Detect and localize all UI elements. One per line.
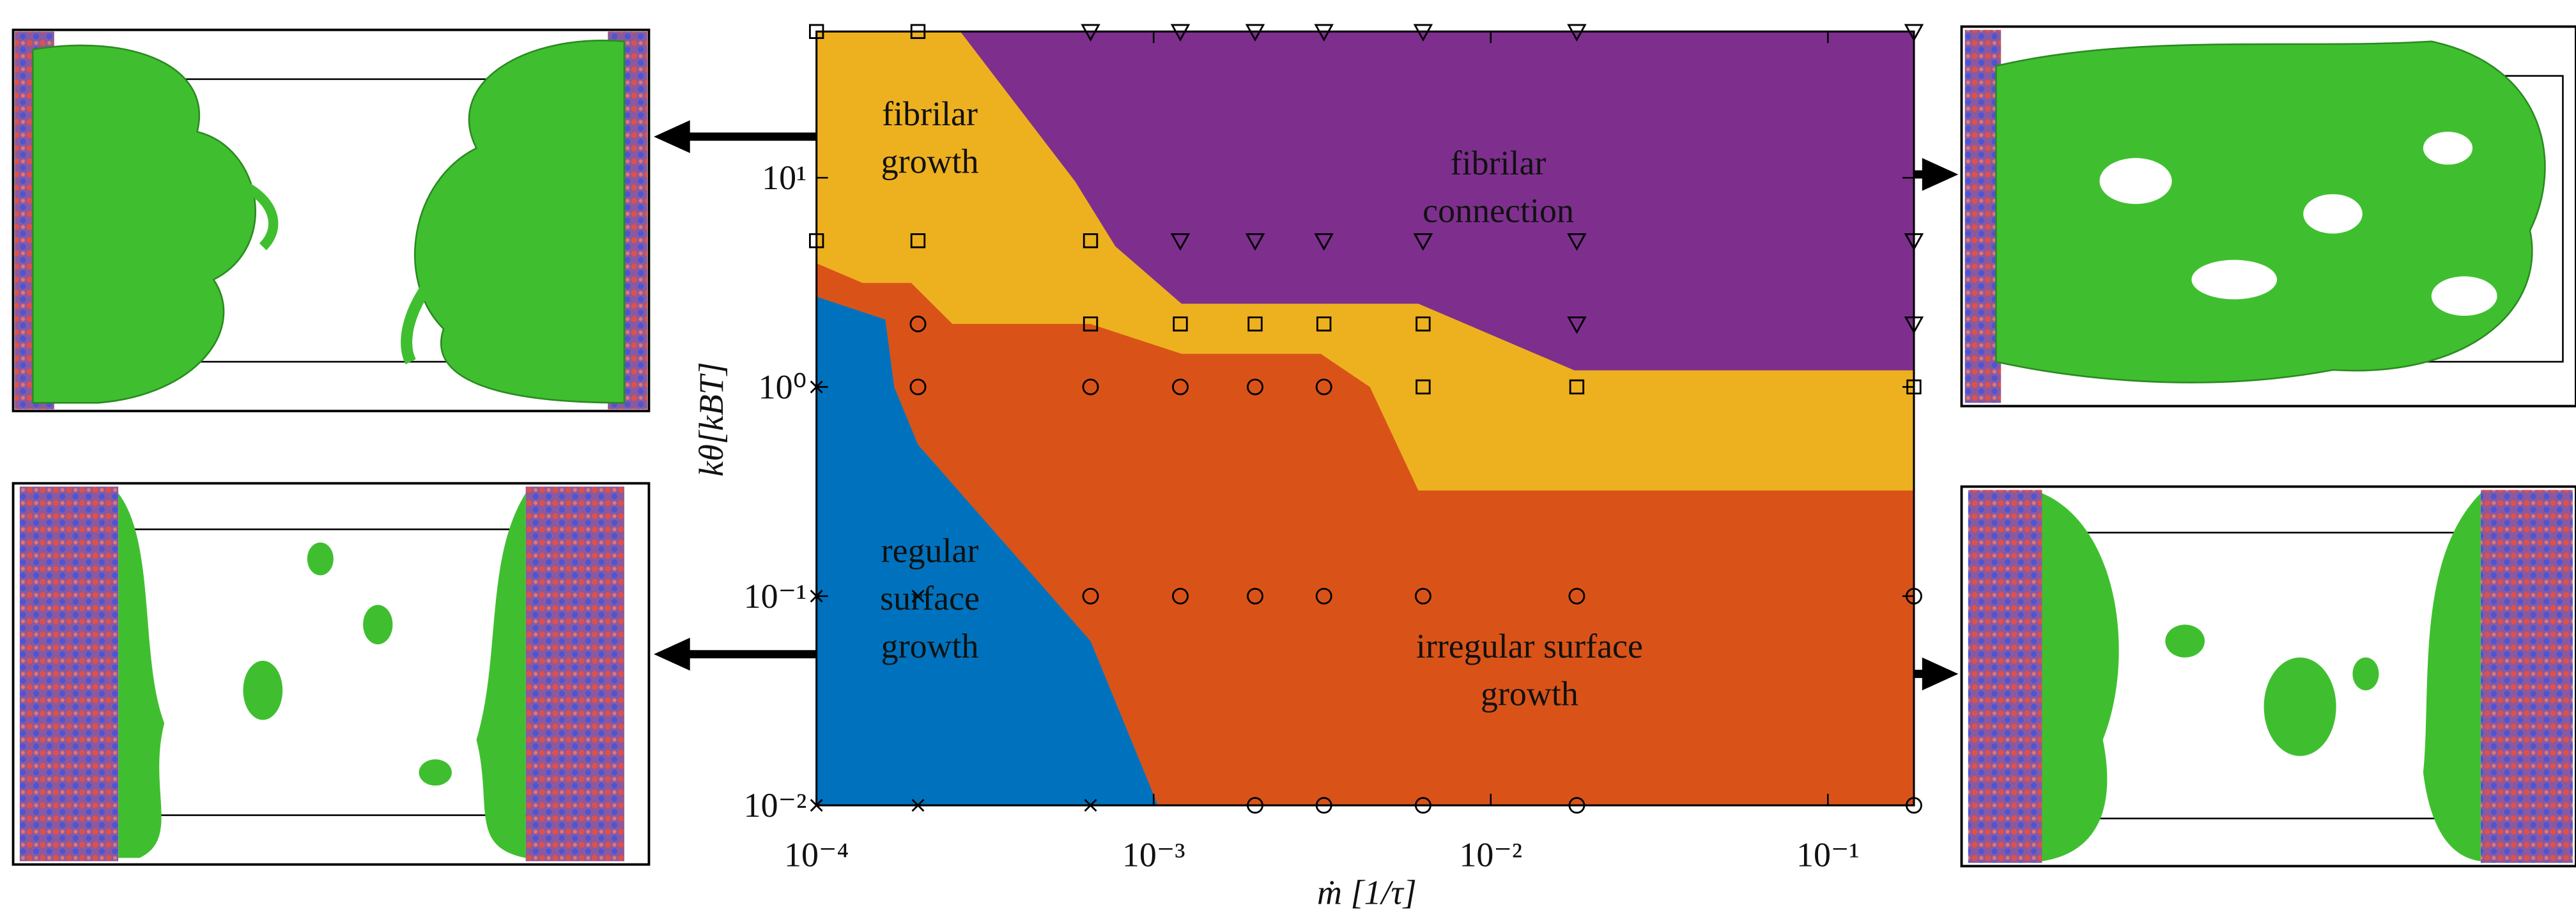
x-tick-label: 10⁻³ <box>1122 835 1185 874</box>
y-tick-label: 10⁰ <box>759 367 807 406</box>
region-label: fibrilar <box>882 95 978 133</box>
x-tick-label: 10⁻² <box>1459 835 1522 874</box>
y-tick-label: 10⁻² <box>744 786 807 824</box>
region-label: growth <box>1481 674 1578 713</box>
region-label: regular <box>881 532 979 570</box>
phase-diagram: 10⁻⁴ 10⁻³ 10⁻² 10⁻¹ 10⁻² 10⁻¹ 10⁰ 10¹ fibrilar gr… <box>744 25 1922 874</box>
figure: 10⁻⁴ 10⁻³ 10⁻² 10⁻¹ 10⁻² 10⁻¹ 10⁰ 10¹ fibrilar gr… <box>0 0 2576 919</box>
x-tick-label: 10⁻⁴ <box>784 835 849 874</box>
x-tick-label: 10⁻¹ <box>1796 835 1860 874</box>
y-tick-label: 10¹ <box>762 158 806 197</box>
x-axis-label: ṁ [1/τ] <box>1317 873 1417 911</box>
region-label: connection <box>1423 192 1574 230</box>
y-tick-label: 10⁻¹ <box>744 577 807 615</box>
snapshot-bottom-left <box>13 483 649 864</box>
snapshot-top-right <box>1962 27 2576 406</box>
snapshot-bottom-right <box>1962 486 2576 866</box>
snapshot-top-left <box>13 30 649 411</box>
region-label: growth <box>881 627 979 665</box>
region-label: growth <box>881 142 979 180</box>
region-label: fibrilar <box>1451 144 1546 182</box>
region-label: irregular surface <box>1416 627 1643 665</box>
y-axis-label: kθ[kBT] <box>692 362 730 476</box>
page: 10⁻⁴ 10⁻³ 10⁻² 10⁻¹ 10⁻² 10⁻¹ 10⁰ 10¹ fibrilar gr… <box>0 0 2576 919</box>
region-label: surface <box>880 579 980 617</box>
